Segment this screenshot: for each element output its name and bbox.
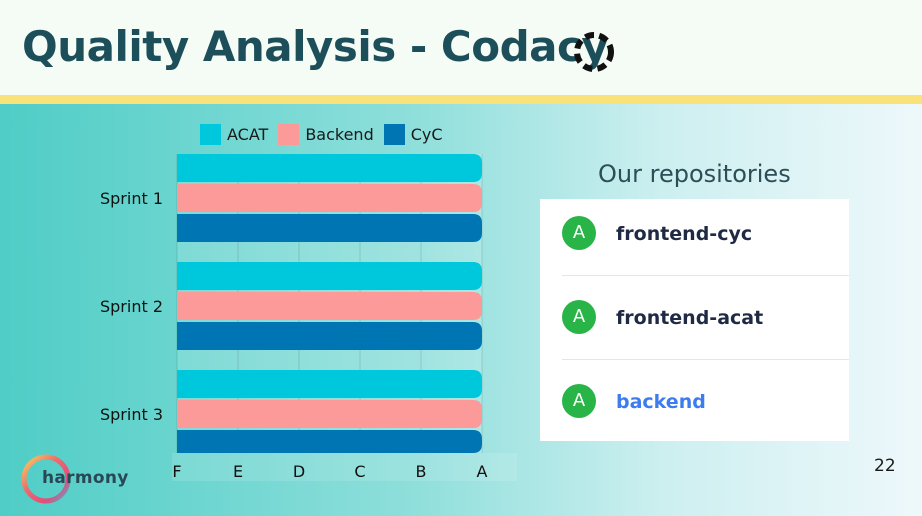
bar-acat-1: [177, 154, 482, 182]
grade-badge: A: [562, 384, 596, 418]
legend-item-acat: ACAT: [200, 123, 269, 145]
header-accent-line: [0, 95, 922, 104]
x-tick-label: A: [477, 462, 488, 481]
x-axis-band: [172, 453, 517, 481]
brand-logo: harmony: [20, 453, 140, 507]
repo-divider: [562, 359, 849, 360]
legend-label-acat: ACAT: [227, 124, 269, 144]
header-band: [0, 0, 922, 95]
grade-badge: A: [562, 216, 596, 250]
bar-cyc-3: [177, 430, 482, 453]
bar-backend-1: [177, 184, 482, 212]
bar-cyc-2: [177, 322, 482, 350]
x-tick-label: B: [416, 462, 427, 481]
repositories-heading: Our repositories: [598, 160, 791, 188]
legend-label-cyc: CyC: [410, 124, 443, 144]
x-tick-label: F: [172, 462, 181, 481]
repo-row-backend[interactable]: A backend: [540, 367, 849, 450]
repo-name[interactable]: frontend-acat: [616, 307, 764, 329]
harmony-ring-icon: [21, 454, 71, 504]
x-tick-label: E: [233, 462, 243, 481]
chart-legend: ACAT Backend CyC: [200, 123, 453, 145]
x-tick-label: C: [354, 462, 365, 481]
page-number: 22: [874, 456, 896, 476]
category-label: Sprint 2: [100, 297, 163, 316]
plot-area: [177, 154, 482, 453]
grade-badge: A: [562, 300, 596, 334]
brand-name: harmony: [42, 468, 129, 488]
repo-name-link[interactable]: backend: [616, 391, 706, 413]
repo-row-frontend-acat[interactable]: A frontend-acat: [540, 283, 849, 366]
repositories-card: A frontend-cyc A frontend-acat A backend: [540, 199, 849, 441]
repo-row-frontend-cyc[interactable]: A frontend-cyc: [540, 199, 849, 282]
bar-acat-3: [177, 370, 482, 398]
x-tick-label: D: [293, 462, 305, 481]
legend-item-cyc: CyC: [383, 123, 443, 145]
legend-item-backend: Backend: [278, 123, 374, 145]
legend-swatch-backend: [278, 123, 300, 145]
legend-label-backend: Backend: [305, 124, 374, 144]
codacy-logo-icon: [574, 32, 614, 72]
repo-name[interactable]: frontend-cyc: [616, 223, 753, 245]
bar-cyc-1: [177, 214, 482, 242]
legend-swatch-cyc: [383, 123, 405, 145]
bar-backend-2: [177, 292, 482, 320]
category-label: Sprint 1: [100, 189, 163, 208]
legend-swatch-acat: [200, 123, 221, 145]
bar-acat-2: [177, 262, 482, 290]
category-label: Sprint 3: [100, 405, 163, 424]
repo-divider: [562, 275, 849, 276]
slide-title: Quality Analysis - Codacy: [22, 22, 609, 71]
bar-backend-3: [177, 400, 482, 428]
